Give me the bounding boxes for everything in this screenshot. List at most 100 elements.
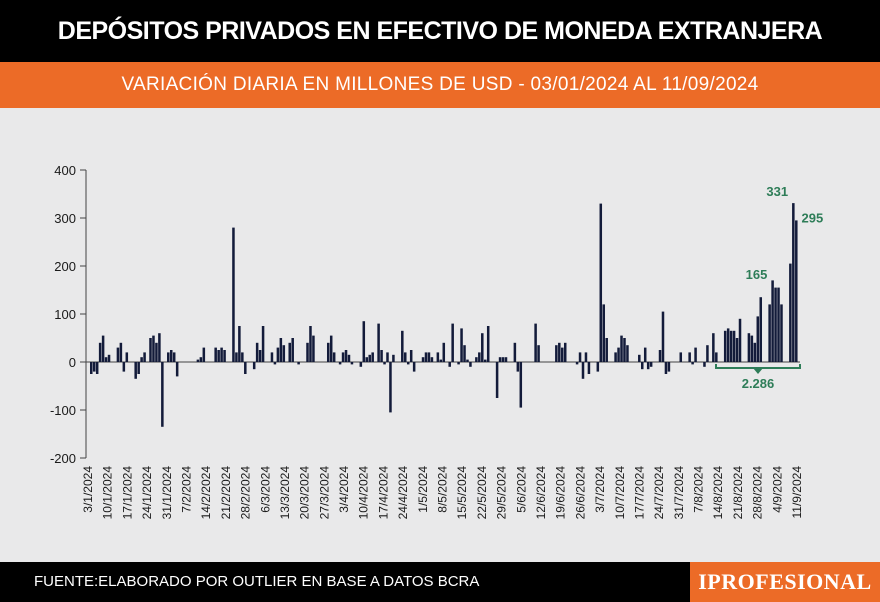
bar: [172, 352, 176, 362]
chart-title: DEPÓSITOS PRIVADOS EN EFECTIVO DE MONEDA…: [0, 0, 880, 62]
y-tick-label: 300: [54, 211, 76, 226]
x-tick-label: 28/8/2024: [751, 466, 765, 520]
bar: [291, 338, 294, 362]
bar: [143, 352, 146, 362]
bar: [214, 347, 217, 362]
bar: [202, 347, 206, 362]
bar: [753, 342, 757, 362]
x-tick-label: 11/9/2024: [790, 466, 804, 519]
bar: [703, 362, 706, 367]
bar: [241, 352, 244, 362]
bar: [155, 342, 158, 362]
brand-logo: IPROFESIONAL: [690, 562, 880, 602]
bar: [122, 362, 126, 372]
bar: [457, 362, 460, 365]
bar: [90, 362, 93, 374]
bar: [602, 304, 606, 362]
bar: [715, 352, 718, 362]
x-tick-label: 31/1/2024: [160, 466, 174, 520]
bar: [735, 338, 739, 362]
sum-bracket-pointer: [753, 368, 763, 374]
bar: [273, 362, 277, 365]
bar: [409, 350, 413, 362]
x-tick-label: 28/2/2024: [239, 466, 253, 520]
bar: [581, 362, 585, 379]
bar: [578, 352, 582, 362]
y-tick-label: 200: [54, 259, 76, 274]
bar: [679, 352, 683, 362]
bar: [649, 362, 653, 367]
bar: [217, 350, 220, 362]
bar: [149, 338, 152, 362]
bar: [771, 280, 774, 362]
bar: [196, 359, 200, 362]
bar: [555, 345, 558, 362]
bar: [599, 203, 603, 362]
bar: [620, 335, 623, 362]
bar: [350, 362, 354, 365]
chart-area: 400 300 200 100 0 -100 -200 3/1/2024 10/1/2024 1…: [0, 108, 880, 562]
bar: [427, 352, 431, 362]
bar: [516, 362, 520, 372]
bar: [270, 352, 274, 362]
bar: [401, 330, 404, 362]
bar: [439, 359, 443, 362]
x-tick-label: 10/4/2024: [357, 466, 371, 520]
bar: [623, 338, 626, 362]
bar: [643, 347, 647, 362]
bar: [750, 335, 754, 362]
bar: [238, 326, 241, 362]
bar: [326, 342, 330, 362]
bar: [365, 357, 369, 362]
bar: [98, 342, 102, 362]
bar: [768, 304, 771, 362]
bar: [587, 362, 591, 374]
bar: [436, 352, 440, 362]
x-tick-label: 13/3/2024: [278, 466, 292, 520]
x-tick-label: 22/5/2024: [475, 466, 489, 520]
bar: [104, 357, 108, 362]
bar: [362, 321, 366, 362]
bar: [119, 342, 123, 362]
annotations-group: 331 295 165 2.286: [715, 184, 824, 391]
bar: [448, 362, 451, 367]
bar: [101, 335, 105, 362]
x-tick-label: 17/1/2024: [120, 466, 134, 520]
bar: [466, 359, 469, 362]
x-tick-label: 31/7/2024: [672, 466, 686, 520]
bar: [282, 345, 286, 362]
bar: [646, 362, 650, 370]
x-tick-label: 20/3/2024: [298, 466, 312, 520]
bar: [424, 352, 428, 362]
annotation-295: 295: [802, 210, 824, 225]
bar: [377, 323, 380, 362]
x-tick-label: 26/6/2024: [573, 466, 587, 520]
y-tick-label: -200: [50, 451, 76, 466]
bar: [261, 326, 265, 362]
x-tick-label: 27/3/2024: [317, 466, 331, 520]
bar: [383, 362, 386, 365]
bar: [92, 362, 96, 372]
bar: [116, 347, 120, 362]
bar: [312, 335, 315, 362]
bar: [664, 362, 668, 374]
bar: [158, 333, 161, 362]
sum-bracket: [715, 364, 801, 369]
bar: [386, 352, 389, 362]
x-axis-group: 3/1/2024 10/1/2024 17/1/2024 24/1/2024 31/1/…: [81, 466, 804, 520]
bar: [412, 362, 416, 372]
bar: [107, 354, 111, 362]
bar: [404, 352, 407, 362]
x-tick-label: 17/4/2024: [376, 466, 390, 520]
x-tick-label: 3/7/2024: [593, 466, 607, 513]
bar: [614, 352, 617, 362]
x-tick-label: 7/8/2024: [692, 466, 706, 513]
bar: [691, 362, 694, 365]
bar: [220, 347, 223, 362]
bar: [486, 326, 490, 362]
bar: [329, 335, 333, 362]
bar: [501, 357, 505, 362]
bars-group: [90, 203, 798, 427]
bar: [584, 352, 588, 362]
y-tick-label: 0: [69, 355, 76, 370]
